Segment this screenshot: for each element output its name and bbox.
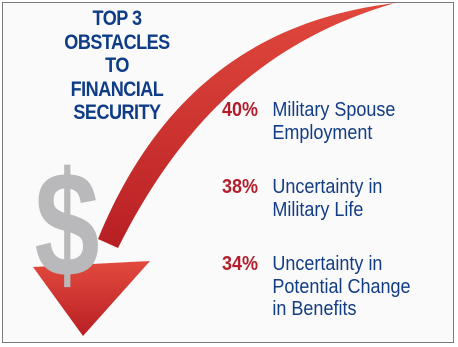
- title-line: TO: [105, 54, 129, 77]
- percent-label: 38%: [222, 176, 259, 198]
- arrow-head: [33, 261, 150, 336]
- title-line: OBSTACLES: [64, 30, 170, 54]
- label-line: in Benefits: [272, 298, 357, 320]
- obstacle-item-2: 38% Uncertainty in Military Life: [222, 176, 382, 221]
- obstacle-item-1: 40% Military Spouse Employment: [222, 99, 395, 144]
- label-line: Employment: [272, 121, 373, 144]
- title-line: FINANCIAL: [70, 77, 164, 101]
- label-line: Potential Change: [272, 275, 411, 298]
- label-line: Uncertainty in: [272, 176, 383, 198]
- curved-down-arrow-icon: [33, 3, 396, 336]
- title-line: TOP 3: [92, 7, 142, 30]
- obstacle-label: Uncertainty in Potential Change in Benef…: [272, 253, 410, 321]
- label-line: Military Spouse: [272, 99, 396, 121]
- arrow-shaft: [98, 3, 396, 248]
- dollar-sign-icon: $: [34, 140, 100, 308]
- obstacle-label: Military Spouse Employment: [272, 99, 395, 144]
- infographic-frame: $ TOP 3 OBSTACLES TO FINANCIAL SECURITY …: [2, 2, 454, 343]
- label-line: Military Life: [272, 198, 364, 221]
- percent-label: 40%: [222, 99, 259, 121]
- chart-title: TOP 3 OBSTACLES TO FINANCIAL SECURITY: [43, 7, 191, 125]
- title-line: SECURITY: [73, 101, 161, 124]
- obstacle-item-3: 34% Uncertainty in Potential Change in B…: [222, 253, 411, 321]
- label-line: Uncertainty in: [272, 253, 383, 275]
- obstacle-label: Uncertainty in Military Life: [272, 176, 382, 221]
- percent-label: 34%: [222, 253, 259, 275]
